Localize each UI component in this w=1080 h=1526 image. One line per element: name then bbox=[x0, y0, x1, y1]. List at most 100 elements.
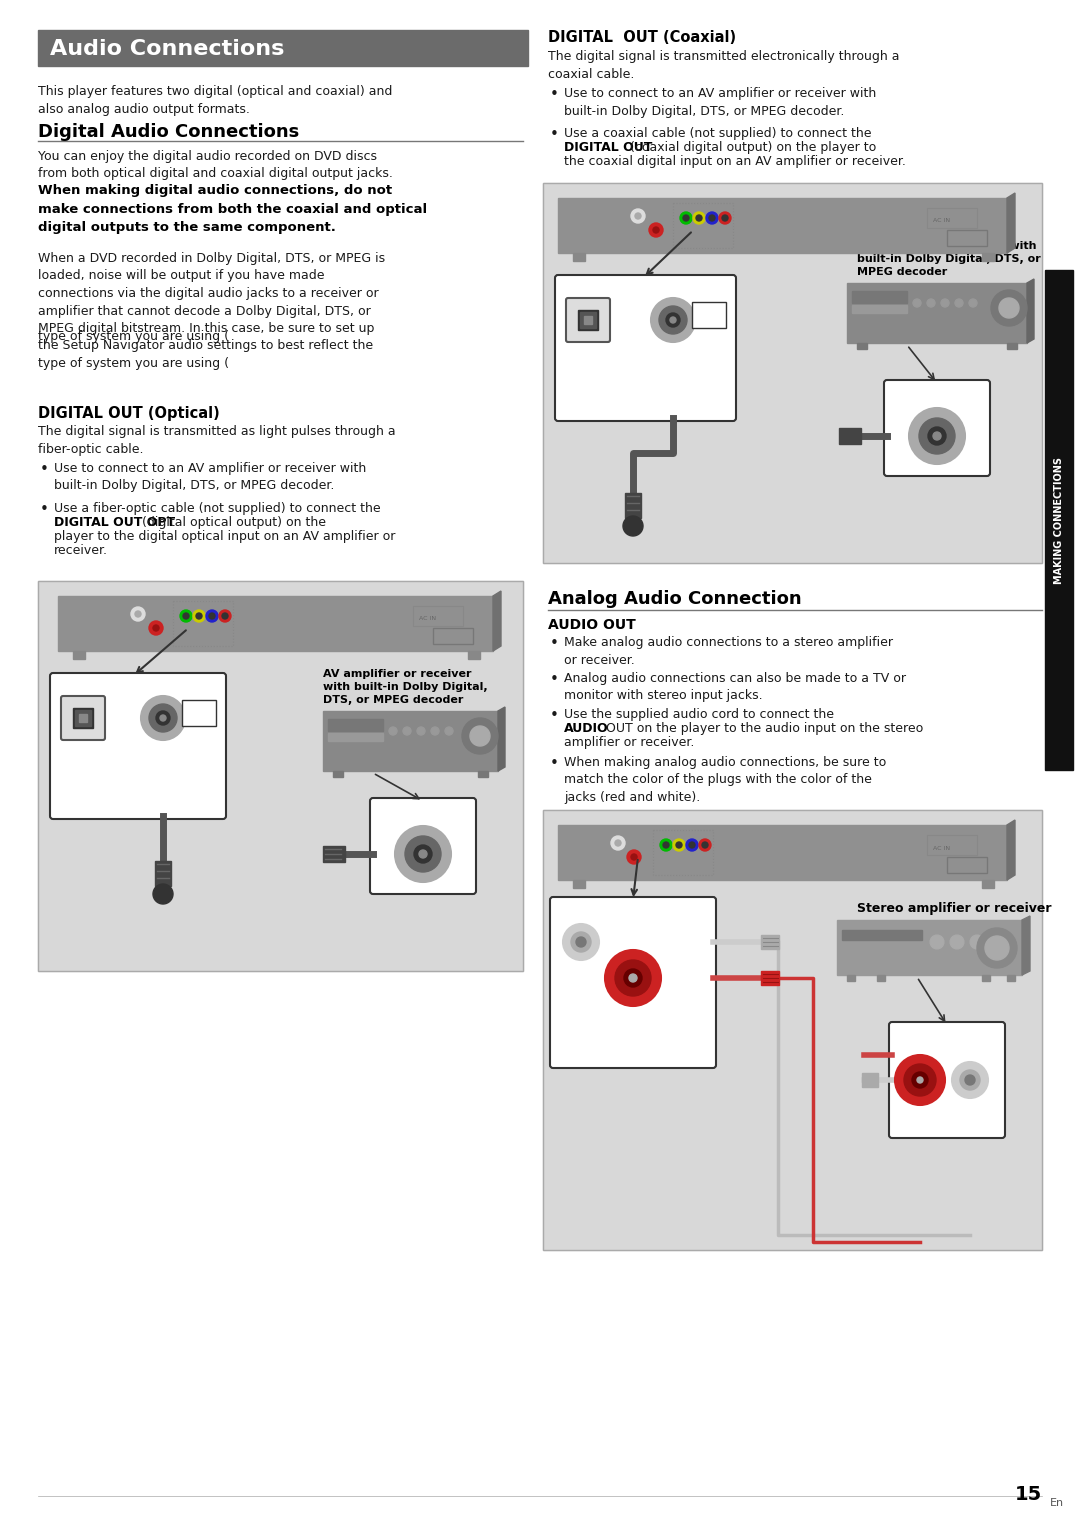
Circle shape bbox=[689, 842, 696, 848]
Text: When a DVD recorded in Dolby Digital, DTS, or MPEG is
loaded, noise will be outp: When a DVD recorded in Dolby Digital, DT… bbox=[38, 252, 386, 369]
FancyBboxPatch shape bbox=[566, 298, 610, 342]
Bar bbox=[558, 198, 1007, 253]
Text: AUDIO IN: AUDIO IN bbox=[900, 1030, 945, 1041]
Circle shape bbox=[149, 703, 177, 732]
Circle shape bbox=[623, 516, 643, 536]
Polygon shape bbox=[1007, 192, 1015, 253]
Circle shape bbox=[723, 215, 728, 221]
Circle shape bbox=[571, 932, 591, 952]
Circle shape bbox=[696, 215, 702, 221]
Bar bbox=[852, 291, 907, 304]
Circle shape bbox=[183, 613, 189, 620]
Circle shape bbox=[417, 726, 426, 736]
Bar bbox=[543, 810, 1042, 1250]
Circle shape bbox=[627, 850, 642, 864]
Bar bbox=[543, 183, 1042, 563]
Text: type of system you are using (: type of system you are using ( bbox=[38, 330, 229, 343]
Circle shape bbox=[131, 607, 145, 621]
Text: R: R bbox=[618, 922, 625, 932]
Text: Use to connect to an AV amplifier or receiver with
built-in Dolby Digital, DTS, : Use to connect to an AV amplifier or rec… bbox=[54, 462, 366, 493]
Bar bbox=[38, 581, 523, 971]
Circle shape bbox=[702, 842, 708, 848]
Circle shape bbox=[563, 925, 599, 960]
Bar bbox=[573, 881, 585, 888]
Bar bbox=[58, 597, 492, 652]
Bar bbox=[837, 920, 1022, 975]
FancyBboxPatch shape bbox=[60, 696, 105, 740]
FancyBboxPatch shape bbox=[885, 380, 990, 476]
Circle shape bbox=[605, 951, 661, 1006]
Text: amplifier or receiver.: amplifier or receiver. bbox=[564, 736, 694, 749]
Bar bbox=[543, 810, 1042, 1250]
Circle shape bbox=[670, 317, 676, 324]
Polygon shape bbox=[492, 591, 501, 652]
Bar bbox=[156, 861, 171, 887]
Circle shape bbox=[917, 1077, 923, 1083]
Circle shape bbox=[576, 937, 586, 948]
Circle shape bbox=[222, 613, 228, 620]
Circle shape bbox=[673, 839, 685, 852]
Circle shape bbox=[141, 696, 185, 740]
Text: The digital signal is transmitted electronically through a
coaxial cable.: The digital signal is transmitted electr… bbox=[548, 50, 900, 81]
Text: Use a coaxial cable (not supplied) to connect the: Use a coaxial cable (not supplied) to co… bbox=[564, 127, 872, 140]
Bar bbox=[38, 31, 528, 66]
Circle shape bbox=[951, 1062, 988, 1099]
Text: Analog Audio Connection: Analog Audio Connection bbox=[548, 591, 801, 607]
Circle shape bbox=[970, 935, 984, 949]
Circle shape bbox=[666, 313, 680, 327]
Text: (coaxial digital output) on the player to: (coaxial digital output) on the player t… bbox=[625, 140, 876, 154]
Text: DIGITAL
OUT: DIGITAL OUT bbox=[185, 703, 215, 723]
Polygon shape bbox=[1022, 916, 1030, 975]
Circle shape bbox=[990, 935, 1004, 949]
Bar bbox=[413, 606, 463, 626]
FancyBboxPatch shape bbox=[555, 275, 735, 421]
Circle shape bbox=[649, 223, 663, 237]
Text: the coaxial digital input on an AV amplifier or receiver.: the coaxial digital input on an AV ampli… bbox=[564, 156, 906, 168]
Circle shape bbox=[928, 427, 946, 446]
Text: Use to connect to an AV amplifier or receiver with
built-in Dolby Digital, DTS, : Use to connect to an AV amplifier or rec… bbox=[564, 87, 876, 118]
Bar bbox=[573, 253, 585, 261]
Circle shape bbox=[913, 299, 921, 307]
Circle shape bbox=[991, 290, 1027, 327]
Text: •: • bbox=[550, 708, 558, 723]
Bar bbox=[328, 732, 383, 742]
Circle shape bbox=[950, 935, 964, 949]
Bar bbox=[877, 975, 885, 981]
Circle shape bbox=[719, 212, 731, 224]
Bar bbox=[328, 719, 383, 731]
Text: AV amplifier or receiver with
built-in Dolby Digital, DTS, or
MPEG decoder: AV amplifier or receiver with built-in D… bbox=[858, 241, 1041, 278]
Text: •: • bbox=[550, 636, 558, 652]
Circle shape bbox=[611, 836, 625, 850]
Text: AC IN: AC IN bbox=[933, 845, 950, 850]
Text: Make analog audio connections to a stereo amplifier
or receiver.: Make analog audio connections to a stere… bbox=[564, 636, 893, 667]
Bar bbox=[982, 881, 994, 888]
Text: •: • bbox=[550, 127, 558, 142]
FancyBboxPatch shape bbox=[50, 673, 226, 819]
Bar bbox=[673, 203, 733, 249]
FancyBboxPatch shape bbox=[889, 1022, 1005, 1138]
Circle shape bbox=[676, 842, 681, 848]
Text: Use a fiber-optic cable (not supplied) to connect the: Use a fiber-optic cable (not supplied) t… bbox=[54, 502, 380, 514]
Text: OUT on the player to the audio input on the stereo: OUT on the player to the audio input on … bbox=[602, 722, 923, 736]
Circle shape bbox=[431, 726, 438, 736]
Bar bbox=[173, 601, 233, 645]
Circle shape bbox=[930, 935, 944, 949]
Bar bbox=[478, 771, 488, 777]
Circle shape bbox=[680, 212, 692, 224]
Bar bbox=[862, 1073, 878, 1087]
Text: receiver.: receiver. bbox=[54, 543, 108, 557]
Bar bbox=[580, 311, 596, 328]
Circle shape bbox=[966, 1074, 975, 1085]
Text: When making analog audio connections, be sure to
match the color of the plugs wi: When making analog audio connections, be… bbox=[564, 755, 887, 804]
Bar bbox=[847, 975, 855, 981]
Circle shape bbox=[153, 884, 173, 903]
FancyBboxPatch shape bbox=[692, 302, 726, 328]
Circle shape bbox=[683, 215, 689, 221]
Text: AV amplifier or receiver
with built-in Dolby Digital,
DTS, or MPEG decoder: AV amplifier or receiver with built-in D… bbox=[323, 668, 488, 705]
Text: DIGITAL
OUT: DIGITAL OUT bbox=[696, 305, 725, 325]
Bar bbox=[625, 493, 642, 517]
Circle shape bbox=[933, 432, 941, 439]
Bar bbox=[761, 935, 779, 949]
Text: AUDIO OUT: AUDIO OUT bbox=[548, 618, 636, 632]
FancyBboxPatch shape bbox=[550, 897, 716, 1068]
